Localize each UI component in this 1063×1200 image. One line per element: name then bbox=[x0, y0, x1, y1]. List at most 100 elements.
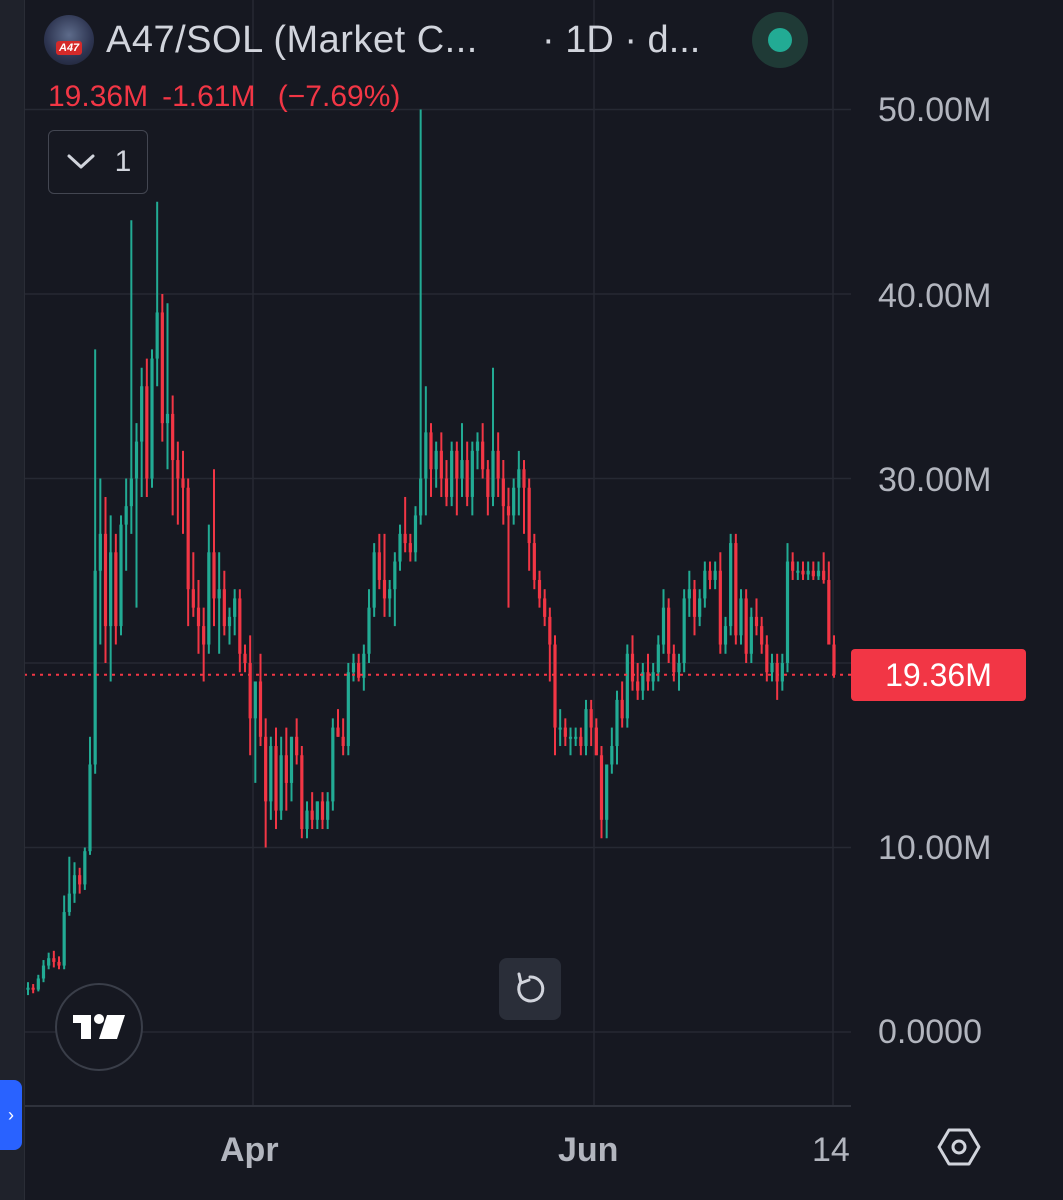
candle bbox=[289, 736, 294, 802]
candle-body bbox=[346, 672, 350, 747]
candle bbox=[610, 727, 614, 774]
candle bbox=[57, 956, 61, 970]
candle bbox=[305, 801, 309, 839]
candle-body bbox=[816, 570, 821, 577]
candle bbox=[708, 561, 712, 590]
candle bbox=[36, 974, 40, 992]
candle bbox=[357, 653, 361, 682]
symbol-title[interactable]: A47/SOL (Market C... bbox=[106, 18, 478, 61]
candle-body bbox=[599, 755, 604, 820]
candle bbox=[770, 653, 774, 682]
candle bbox=[93, 349, 97, 774]
candle-body bbox=[672, 653, 676, 673]
candle-body bbox=[594, 727, 598, 756]
candle-body bbox=[460, 460, 464, 479]
candle bbox=[765, 635, 769, 682]
candle bbox=[780, 653, 784, 691]
status-dot-icon bbox=[768, 28, 792, 52]
candle bbox=[703, 561, 707, 608]
chart-settings-button[interactable] bbox=[936, 1124, 982, 1170]
candle bbox=[176, 441, 180, 525]
candle bbox=[796, 561, 800, 580]
tradingview-logo-icon[interactable] bbox=[55, 983, 143, 1071]
candle bbox=[279, 736, 283, 820]
candle bbox=[584, 699, 588, 756]
candle-body bbox=[780, 663, 784, 682]
candle-body bbox=[501, 478, 505, 507]
candle bbox=[41, 960, 46, 983]
market-status-indicator[interactable] bbox=[752, 12, 808, 68]
indicators-toggle-button[interactable]: 1 bbox=[48, 130, 148, 194]
candle-body bbox=[661, 607, 666, 645]
candle-body bbox=[372, 552, 376, 608]
candle bbox=[594, 718, 598, 756]
candle bbox=[202, 607, 206, 682]
candle-body bbox=[222, 589, 226, 627]
candle-body bbox=[832, 644, 836, 675]
reset-chart-button[interactable] bbox=[499, 958, 561, 1020]
candle bbox=[806, 561, 810, 580]
candle-body bbox=[398, 533, 402, 562]
candle bbox=[672, 644, 676, 682]
candle bbox=[465, 441, 469, 507]
candle bbox=[88, 736, 92, 855]
candle bbox=[832, 635, 836, 678]
candle-body bbox=[331, 727, 335, 802]
candle-body bbox=[791, 561, 795, 571]
candle-body bbox=[744, 598, 748, 654]
candle bbox=[661, 589, 666, 654]
candle-body bbox=[269, 746, 273, 802]
candle bbox=[362, 644, 366, 691]
candle-body bbox=[754, 616, 759, 627]
candle bbox=[346, 663, 350, 756]
candle bbox=[496, 432, 500, 497]
candle-body bbox=[47, 958, 51, 966]
chart-header: A47 A47/SOL (Market C... · 1D · d... bbox=[44, 14, 824, 66]
candle-body bbox=[770, 663, 774, 673]
candle bbox=[186, 478, 190, 627]
candle-body bbox=[465, 460, 469, 497]
candle-body bbox=[656, 644, 660, 673]
expand-sidebar-button[interactable]: › bbox=[0, 1080, 22, 1150]
candle bbox=[315, 801, 319, 830]
candle-body bbox=[57, 961, 61, 966]
candle-body bbox=[703, 570, 707, 599]
candle bbox=[388, 579, 392, 617]
candle-body bbox=[134, 441, 139, 479]
candle bbox=[408, 533, 412, 562]
candle-body bbox=[527, 487, 531, 544]
candle-body bbox=[253, 681, 257, 719]
candle-body bbox=[78, 875, 82, 885]
left-rail: › bbox=[0, 0, 25, 1200]
candle-body bbox=[413, 515, 418, 553]
candle-body bbox=[295, 736, 299, 756]
candle bbox=[723, 616, 728, 654]
candle-body bbox=[357, 663, 361, 678]
candle-body bbox=[491, 450, 495, 497]
interval-meta[interactable]: · 1D · d... bbox=[542, 18, 701, 61]
candle-body bbox=[620, 699, 624, 719]
candle-body bbox=[698, 598, 702, 617]
candle-body bbox=[646, 672, 650, 682]
candle bbox=[129, 220, 133, 534]
candle-body bbox=[687, 589, 691, 599]
candle-body bbox=[264, 736, 268, 802]
candle-body bbox=[300, 755, 304, 830]
candle-body bbox=[212, 552, 216, 599]
candle bbox=[553, 635, 557, 756]
candle bbox=[656, 635, 660, 682]
candle-body bbox=[26, 987, 30, 990]
candle-body bbox=[83, 851, 87, 885]
candle-body bbox=[496, 450, 500, 479]
candle bbox=[785, 543, 790, 673]
candle bbox=[336, 709, 340, 737]
candle-body bbox=[610, 746, 614, 765]
candle bbox=[687, 570, 691, 617]
candle bbox=[419, 109, 423, 525]
change-value: -1.61M bbox=[162, 80, 256, 113]
candle bbox=[243, 644, 247, 673]
candle-body bbox=[682, 598, 686, 663]
y-tick-label: 40.00M bbox=[878, 277, 992, 315]
candle-body bbox=[284, 755, 288, 783]
